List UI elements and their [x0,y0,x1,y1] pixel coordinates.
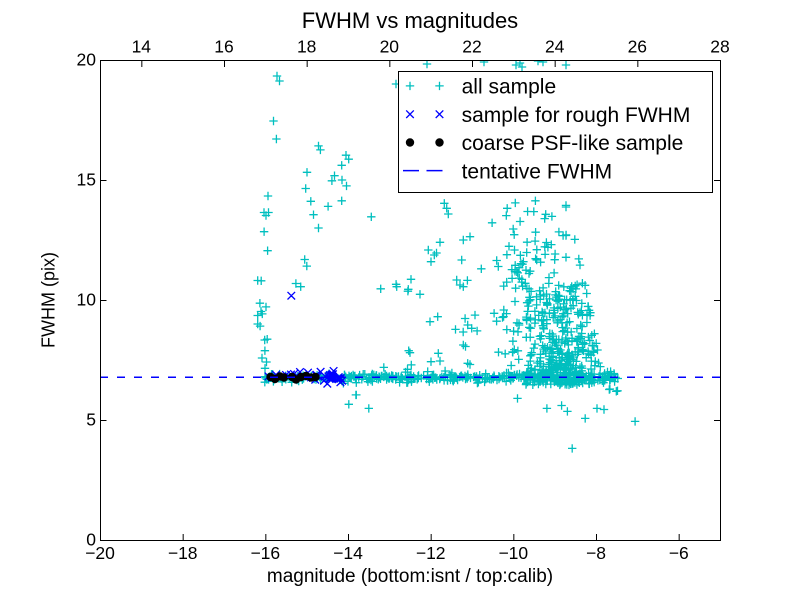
svg-text:0: 0 [86,530,96,550]
svg-text:28: 28 [710,37,729,57]
svg-text:sample for rough FWHM: sample for rough FWHM [462,104,691,127]
svg-text:22: 22 [462,37,481,57]
svg-text:10: 10 [77,290,97,310]
svg-text:−6: −6 [669,543,689,563]
svg-text:−12: −12 [416,543,446,563]
svg-text:18: 18 [297,37,316,57]
svg-text:coarse PSF-like sample: coarse PSF-like sample [462,132,684,155]
svg-text:−10: −10 [498,543,528,563]
svg-text:20: 20 [380,37,400,57]
svg-text:−16: −16 [250,543,280,563]
svg-text:FWHM vs magnitudes: FWHM vs magnitudes [302,8,518,33]
svg-text:−20: −20 [85,543,115,563]
svg-text:tentative FWHM: tentative FWHM [462,160,613,183]
svg-text:magnitude (bottom:isnt / top:c: magnitude (bottom:isnt / top:calib) [267,566,553,587]
svg-text:20: 20 [77,50,97,70]
svg-text:15: 15 [77,170,96,190]
svg-text:24: 24 [545,37,565,57]
svg-text:all sample: all sample [462,76,557,99]
svg-text:−8: −8 [586,543,606,563]
svg-text:5: 5 [86,410,96,430]
svg-text:−18: −18 [168,543,198,563]
svg-text:16: 16 [214,37,233,57]
svg-text:−14: −14 [333,543,363,563]
svg-text:FWHM (pix): FWHM (pix) [39,252,59,348]
svg-text:14: 14 [132,37,152,57]
svg-text:26: 26 [628,37,647,57]
